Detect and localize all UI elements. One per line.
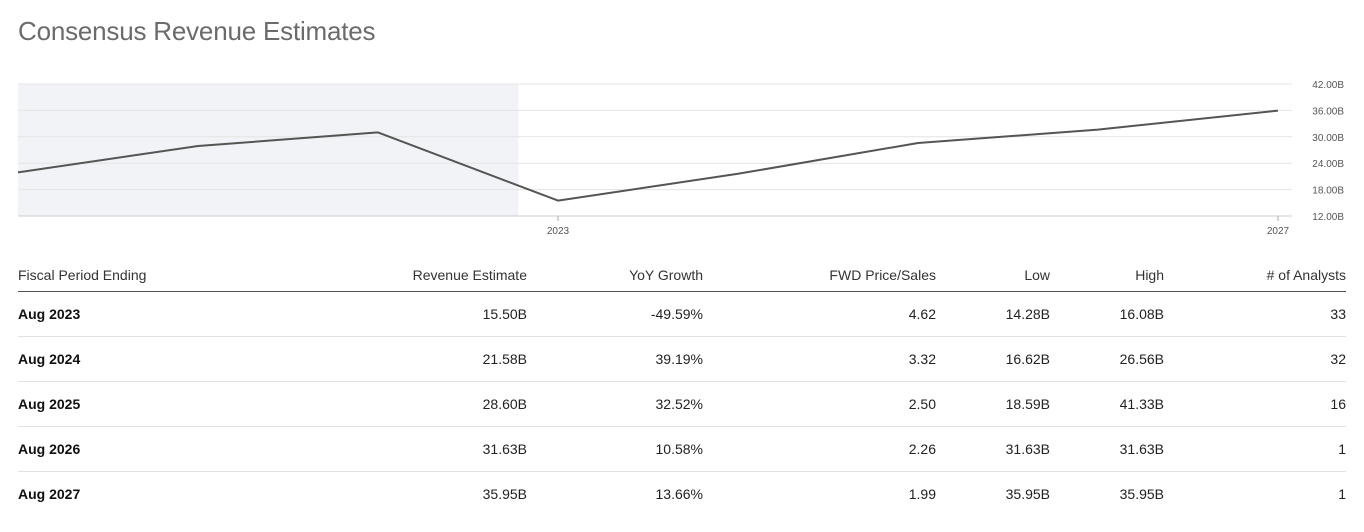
cell-analysts: 1 — [1164, 426, 1346, 472]
revenue-series-line — [17, 109, 1279, 202]
header-yoy-growth: YoY Growth — [527, 259, 703, 292]
page-title: Consensus Revenue Estimates — [18, 16, 376, 46]
historical-shade — [18, 84, 519, 216]
cell-yoy: 13.66% — [655, 486, 703, 502]
cell-period: Aug 2025 — [18, 381, 178, 427]
cell-high: 26.56B — [1050, 336, 1164, 382]
header-low: Low — [936, 259, 1050, 292]
table-header-row: Fiscal Period Ending Revenue Estimate Yo… — [18, 259, 1346, 292]
x-tick-label: 2027 — [1267, 226, 1290, 237]
header-revenue-estimate: Revenue Estimate — [178, 259, 527, 292]
cell-low: 16.62B — [936, 336, 1050, 382]
cell-revenue: 21.58B — [178, 336, 527, 382]
cell-revenue: 15.50B — [178, 291, 527, 337]
y-tick-label: 12.00B — [1312, 212, 1344, 223]
y-tick-label: 36.00B — [1312, 106, 1344, 117]
table-row: Aug 2024 21.58B 39.19% 3.32 16.62B 26.56… — [18, 336, 1346, 382]
cell-low: 31.63B — [936, 426, 1050, 472]
cell-fwd-ps: 4.62 — [703, 291, 936, 337]
cell-period: Aug 2023 — [18, 291, 178, 337]
cell-fwd-ps: 2.26 — [703, 426, 936, 472]
x-tick-label: 2023 — [547, 226, 570, 237]
cell-high: 35.95B — [1119, 486, 1164, 502]
revenue-chart: 42.00B 36.00B 30.00B 24.00B 18.00B 12.00B 2023… — [0, 70, 1364, 250]
table-row: Aug 2027 35.95B 13.66% 1.99 35.95B 35.95… — [18, 472, 1346, 517]
cell-analysts: 32 — [1164, 336, 1346, 382]
cell-high: 31.63B — [1050, 426, 1164, 472]
cell-revenue: 31.63B — [178, 426, 527, 472]
cell-period: Aug 2024 — [18, 336, 178, 382]
cell-fwd-ps: 2.50 — [703, 381, 936, 427]
estimates-table: Fiscal Period Ending Revenue Estimate Yo… — [18, 259, 1346, 516]
cell-yoy: 39.19% — [527, 336, 703, 382]
cell-high: 41.33B — [1050, 381, 1164, 427]
cell-analysts: 16 — [1164, 381, 1346, 427]
y-tick-label: 42.00B — [1312, 80, 1344, 91]
header-fiscal-period: Fiscal Period Ending — [18, 259, 178, 292]
cell-period: Aug 2026 — [18, 426, 178, 472]
table-row: Aug 2025 28.60B 32.52% 2.50 18.59B 41.33… — [18, 381, 1346, 427]
y-tick-label: 18.00B — [1312, 186, 1344, 197]
header-high: High — [1050, 259, 1164, 292]
cell-high: 16.08B — [1050, 291, 1164, 337]
cell-low: 14.28B — [936, 291, 1050, 337]
cell-analysts: 1 — [1338, 486, 1346, 502]
cell-yoy: 32.52% — [527, 381, 703, 427]
cell-fwd-ps: 1.99 — [908, 486, 936, 502]
table-row: Aug 2023 15.50B -49.59% 4.62 14.28B 16.0… — [18, 291, 1346, 337]
y-tick-label: 24.00B — [1312, 159, 1344, 170]
cell-revenue: 28.60B — [178, 381, 527, 427]
cell-period: Aug 2027 — [18, 486, 81, 502]
cell-yoy: -49.59% — [527, 291, 703, 337]
table-row: Aug 2026 31.63B 10.58% 2.26 31.63B 31.63… — [18, 426, 1346, 472]
cell-low: 18.59B — [936, 381, 1050, 427]
revenue-chart-svg: 42.00B 36.00B 30.00B 24.00B 18.00B 12.00B 2023… — [17, 80, 1344, 237]
cell-analysts: 33 — [1164, 291, 1346, 337]
y-tick-label: 30.00B — [1312, 133, 1344, 144]
cell-revenue: 35.95B — [482, 486, 527, 502]
cell-fwd-ps: 3.32 — [703, 336, 936, 382]
cell-yoy: 10.58% — [527, 426, 703, 472]
header-fwd-price-sales: FWD Price/Sales — [703, 259, 936, 292]
header-num-analysts: # of Analysts — [1164, 259, 1346, 292]
cell-low: 35.95B — [1005, 486, 1050, 502]
